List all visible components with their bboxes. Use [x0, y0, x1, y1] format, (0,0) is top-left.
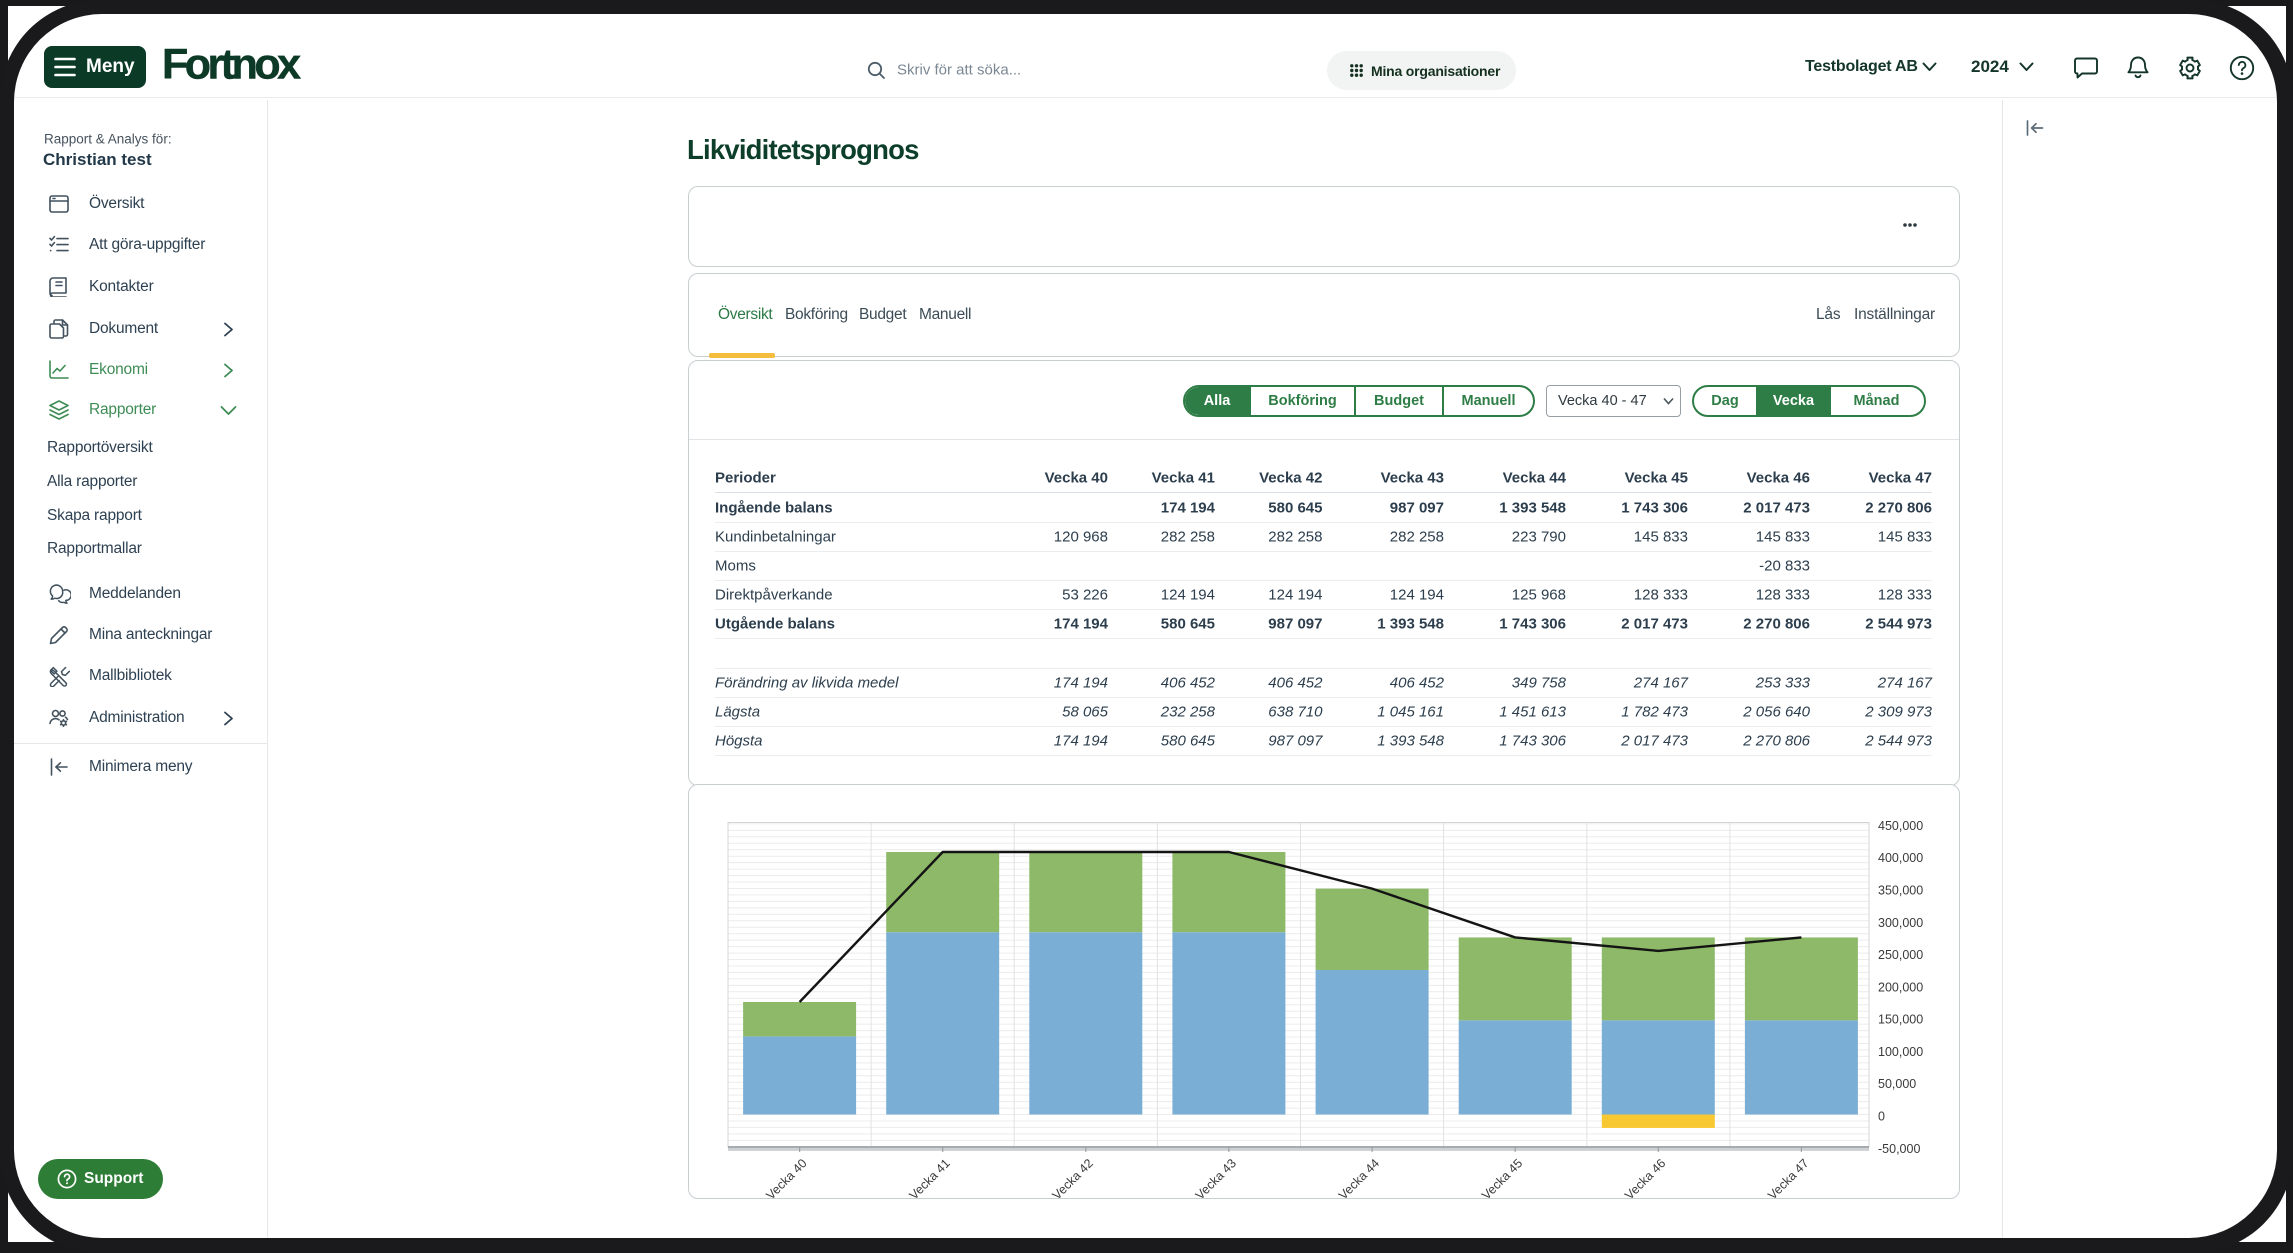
svg-text:50,000: 50,000 [1878, 1077, 1916, 1091]
svg-text:450,000: 450,000 [1878, 818, 1923, 832]
svg-text:400,000: 400,000 [1878, 851, 1923, 865]
svg-text:250,000: 250,000 [1878, 948, 1923, 962]
svg-text:150,000: 150,000 [1878, 1012, 1923, 1026]
svg-text:350,000: 350,000 [1878, 883, 1923, 897]
svg-text:Vecka 44: Vecka 44 [1336, 1156, 1382, 1202]
svg-text:200,000: 200,000 [1878, 980, 1923, 994]
svg-text:300,000: 300,000 [1878, 915, 1923, 929]
svg-text:Vecka 42: Vecka 42 [1050, 1156, 1096, 1202]
svg-text:Vecka 46: Vecka 46 [1622, 1156, 1668, 1202]
svg-text:-50,000: -50,000 [1878, 1141, 1920, 1155]
svg-text:Vecka 47: Vecka 47 [1765, 1156, 1811, 1202]
svg-text:Vecka 43: Vecka 43 [1193, 1156, 1239, 1202]
svg-text:100,000: 100,000 [1878, 1044, 1923, 1058]
svg-text:Vecka 45: Vecka 45 [1479, 1156, 1525, 1202]
svg-text:0: 0 [1878, 1109, 1885, 1123]
svg-text:Vecka 40: Vecka 40 [763, 1156, 809, 1202]
svg-text:Vecka 41: Vecka 41 [907, 1156, 953, 1202]
